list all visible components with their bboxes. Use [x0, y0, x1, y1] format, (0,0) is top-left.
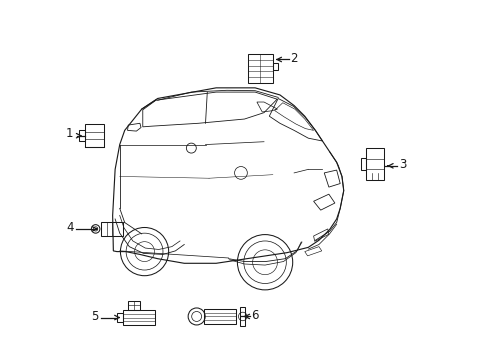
Text: 5: 5	[91, 310, 98, 323]
Text: 3: 3	[398, 158, 405, 171]
Text: 1: 1	[66, 127, 74, 140]
Text: 2: 2	[290, 51, 298, 64]
Text: 4: 4	[66, 221, 74, 234]
Text: 6: 6	[251, 309, 259, 321]
